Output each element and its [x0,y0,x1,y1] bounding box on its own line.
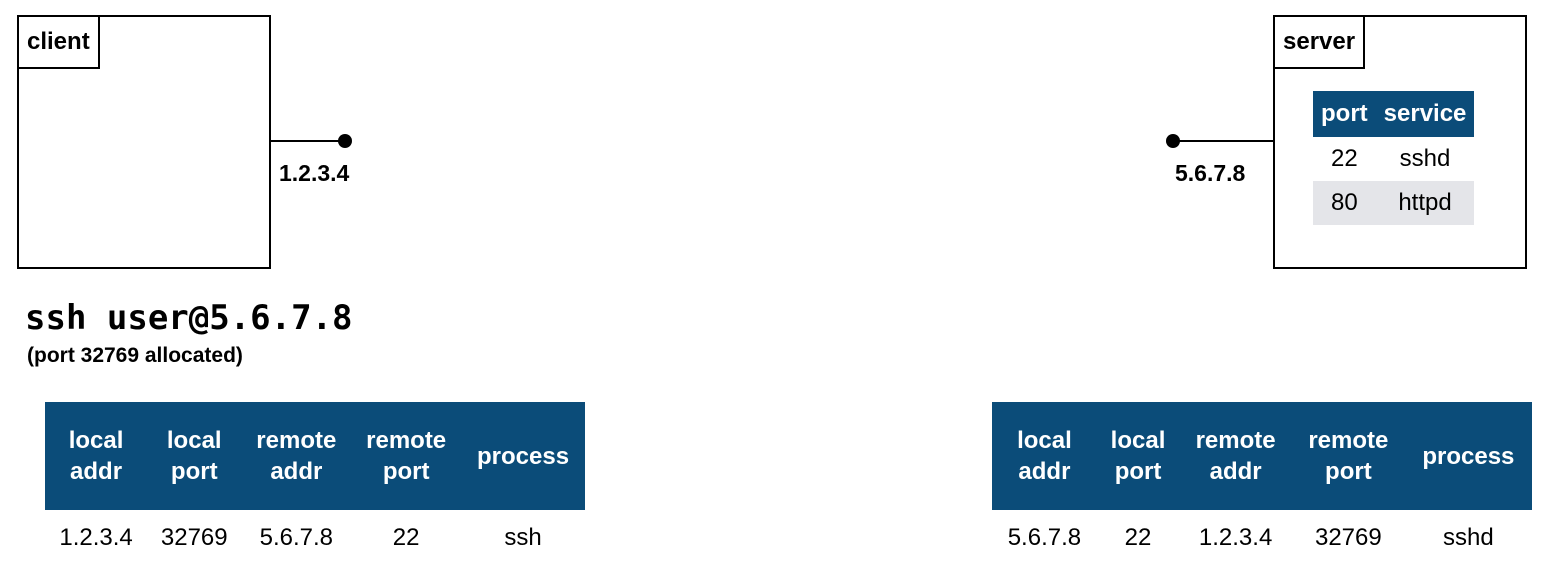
client-box: client [17,15,271,269]
cell-process: sshd [1443,524,1494,551]
ssh-command: ssh user@5.6.7.8 [25,298,353,338]
client-link-line [271,140,345,142]
cell-local-port: 32769 [160,524,228,551]
header-process: process [461,402,585,510]
table-row: 22 sshd [1313,137,1474,181]
service-port: 80 [1313,181,1376,225]
server-services-table: port service 22 sshd 80 httpd [1313,91,1475,225]
cell-remote-port: 32769 [1314,524,1382,551]
service-port: 22 [1330,145,1358,172]
cell-local-addr: 5.6.7.8 [1007,524,1082,551]
client-label: client [19,17,100,69]
port-allocation-note: (port 32769 allocated) [27,344,243,367]
header-remote-port: remote port [1291,402,1405,510]
server-ip-address: 5.6.7.8 [1175,160,1246,186]
services-header-service: service [1375,91,1475,137]
services-header-port: port [1313,91,1376,137]
table-row: 5.6.7.8 22 1.2.3.4 32769 sshd [992,510,1532,566]
header-process: process [1404,402,1532,510]
cell-remote-port: 22 [392,524,420,551]
client-connection-table: local addr local port remote addr remote por… [45,402,585,566]
server-connection-table: local addr local port remote addr remote por… [992,402,1532,566]
header-remote-addr: remote addr [241,402,352,510]
cell-local-addr: 1.2.3.4 [59,524,133,551]
server-box: server port service 22 sshd 80 httpd [1273,15,1527,269]
client-interface-dot [338,134,352,148]
client-ip-address: 1.2.3.4 [279,160,350,186]
table-row: 1.2.3.4 32769 5.6.7.8 22 ssh [45,510,585,566]
service-name: sshd [1399,145,1451,172]
server-interface-dot [1166,134,1180,148]
table-row: 80 httpd [1313,181,1475,225]
header-local-port: local port [147,402,242,510]
header-remote-port: remote port [351,402,462,510]
service-name: httpd [1375,181,1475,225]
cell-remote-addr: 5.6.7.8 [259,524,334,551]
cell-remote-addr: 1.2.3.4 [1198,524,1273,551]
cell-local-port: 22 [1124,524,1152,551]
cell-process: ssh [504,524,542,551]
header-local-port: local port [1096,402,1180,510]
header-local-addr: local addr [992,402,1097,510]
header-remote-addr: remote addr [1179,402,1292,510]
server-link-line [1173,140,1273,142]
header-local-addr: local addr [45,402,148,510]
server-label: server [1275,17,1366,69]
